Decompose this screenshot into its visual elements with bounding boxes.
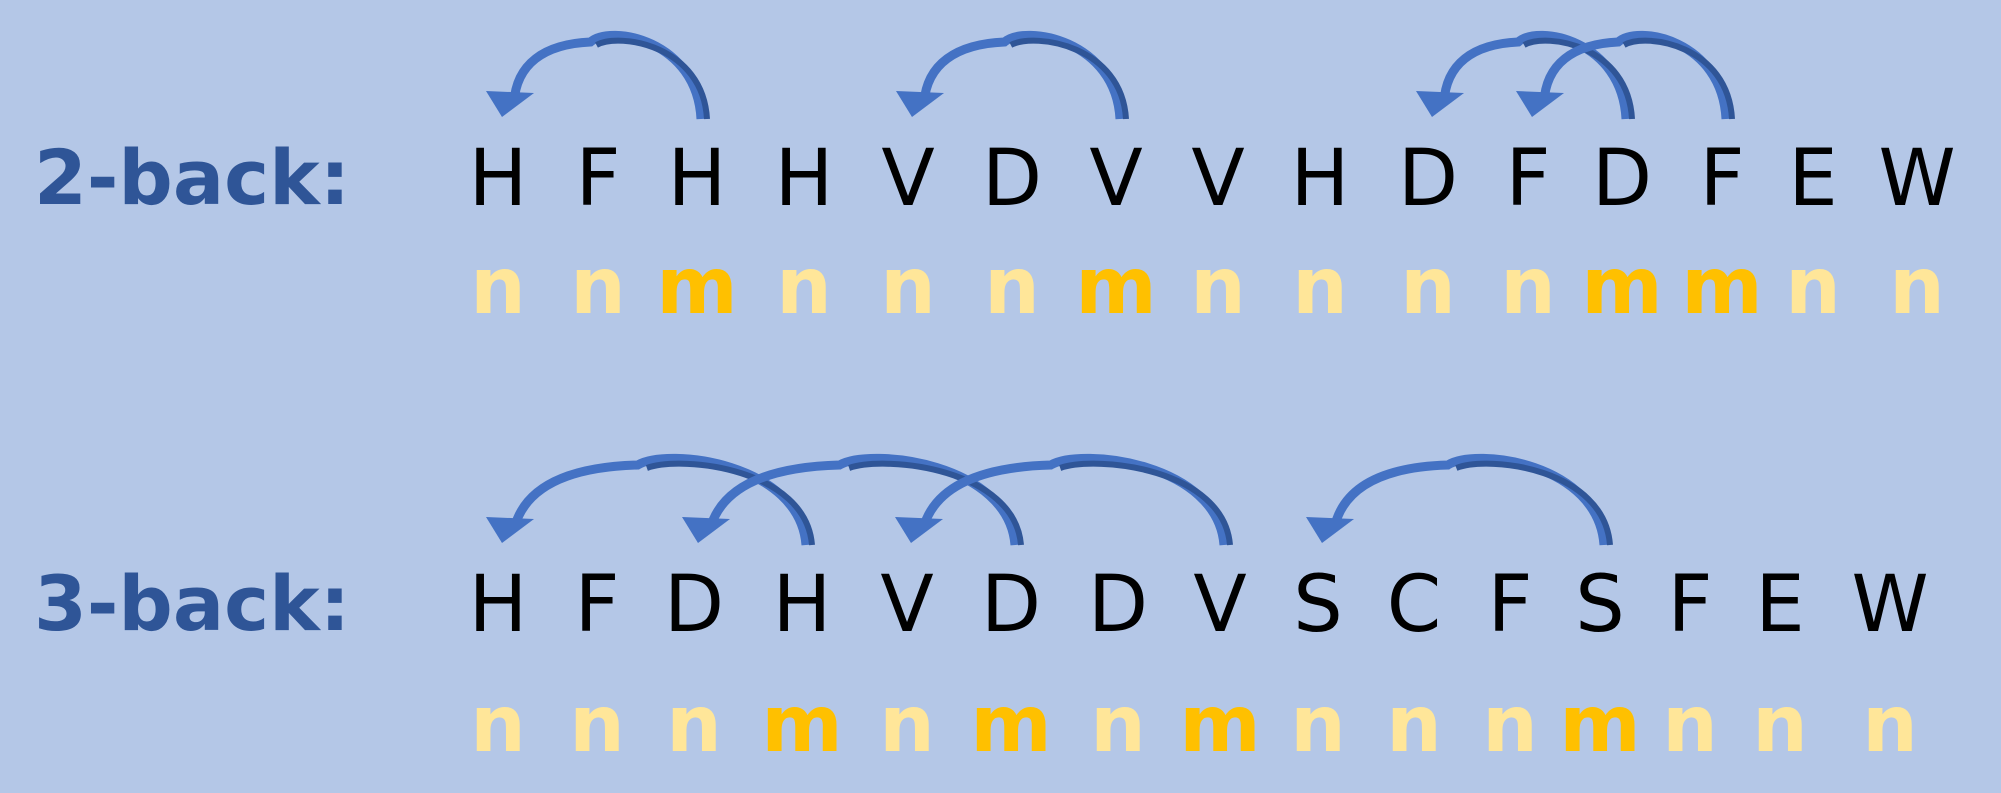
response-nonmatch: n [1500,242,1556,332]
curved-arrow-icon [486,453,815,546]
sequence-letter: E [1755,560,1805,650]
curved-arrow-icon [1306,453,1613,546]
response-nonmatch: n [1752,680,1808,770]
sequence-letter: H [774,134,834,224]
response-nonmatch: n [570,242,626,332]
response-nonmatch: n [879,680,935,770]
sequence-letter: F [1487,560,1533,650]
response-nonmatch: n [1090,680,1146,770]
row-label-3-back: 3-back: [34,559,351,648]
sequence-letter: F [1699,134,1745,224]
response-match: m [970,680,1052,770]
sequence-letter: V [1191,134,1245,224]
row-label-2-back: 2-back: [34,133,351,222]
sequence-letter: D [1591,134,1653,224]
sequence-letter: F [575,134,621,224]
response-nonmatch: n [1290,680,1346,770]
sequence-letter: D [663,560,725,650]
sequence-letter: S [1575,560,1625,650]
sequence-letter: V [880,560,934,650]
curved-arrow-icon [682,453,1024,546]
response-nonmatch: n [470,680,526,770]
response-match: m [1179,680,1261,770]
curved-arrow-icon [896,30,1129,120]
sequence-letter: E [1788,134,1838,224]
sequence-letter: F [1667,560,1713,650]
sequence-letter: D [1397,134,1459,224]
sequence-letter: H [1290,134,1350,224]
response-nonmatch: n [1292,242,1348,332]
response-nonmatch: n [776,242,832,332]
sequence-letter: D [980,560,1042,650]
response-nonmatch: n [1889,242,1945,332]
sequence-letter: C [1386,560,1442,650]
response-match: m [1681,242,1763,332]
curved-arrow-icon [1516,30,1735,120]
sequence-letter: W [1851,560,1929,650]
sequence-letter: S [1293,560,1343,650]
sequence-letter: H [468,134,528,224]
curved-arrow-icon [895,453,1233,546]
sequence-letter: D [981,134,1043,224]
sequence-letter: W [1878,134,1956,224]
response-nonmatch: n [1482,680,1538,770]
response-nonmatch: n [984,242,1040,332]
response-match: m [1581,242,1663,332]
sequence-letter: H [468,560,528,650]
response-match: m [761,680,843,770]
response-nonmatch: n [1862,680,1918,770]
response-match: m [1075,242,1157,332]
response-nonmatch: n [666,680,722,770]
sequence-letter: H [772,560,832,650]
sequence-letter: F [574,560,620,650]
response-match: m [656,242,738,332]
sequence-letter: D [1087,560,1149,650]
response-nonmatch: n [1386,680,1442,770]
sequence-letter: V [881,134,935,224]
response-nonmatch: n [1190,242,1246,332]
response-nonmatch: n [470,242,526,332]
response-nonmatch: n [1400,242,1456,332]
sequence-letter: H [667,134,727,224]
sequence-letter: F [1505,134,1551,224]
curved-arrow-icon [486,30,710,120]
sequence-letter: V [1193,560,1247,650]
response-nonmatch: n [1785,242,1841,332]
response-match: m [1559,680,1641,770]
response-nonmatch: n [1662,680,1718,770]
response-nonmatch: n [880,242,936,332]
sequence-letter: V [1089,134,1143,224]
response-nonmatch: n [569,680,625,770]
